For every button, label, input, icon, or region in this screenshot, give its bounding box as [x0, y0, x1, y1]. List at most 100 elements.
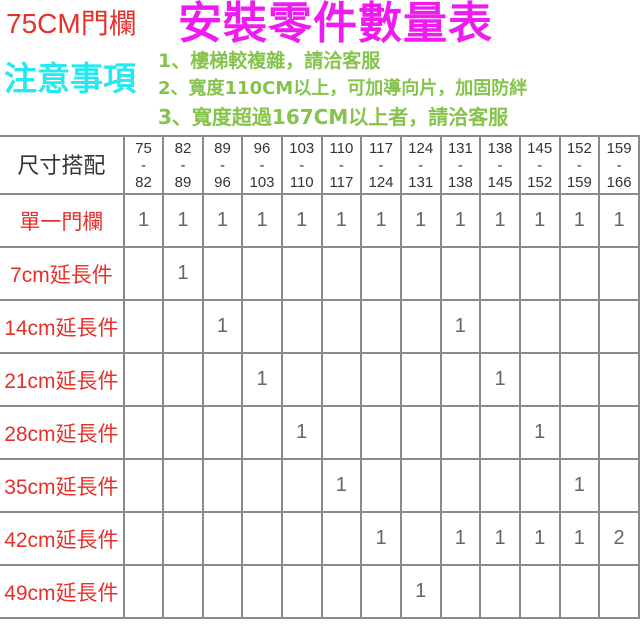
range-min: 131	[447, 139, 473, 157]
quantity-cell: 1	[598, 193, 640, 248]
quantity-cell	[201, 246, 244, 301]
quantity-cell: 2	[598, 511, 640, 566]
quantity-cell	[439, 458, 482, 513]
range-min: 159	[606, 139, 632, 157]
quantity-cell	[479, 564, 521, 619]
size-range-header: 138-145	[479, 135, 521, 195]
quantity-cell	[518, 564, 561, 619]
quantity-cell	[162, 564, 204, 619]
quantity-cell	[122, 246, 165, 301]
size-range-header: 75-82	[122, 135, 165, 195]
quantity-cell	[241, 405, 283, 460]
size-range-header: 145-152	[518, 135, 561, 195]
quantity-cell	[558, 352, 601, 407]
quantity-cell	[360, 352, 402, 407]
quantity-cell	[479, 299, 521, 354]
range-max: 166	[606, 173, 632, 191]
quantity-cell	[399, 511, 442, 566]
quantity-cell	[598, 405, 640, 460]
range-max: 138	[447, 173, 473, 191]
size-range-header: 131-138	[439, 135, 482, 195]
quantity-cell	[241, 564, 283, 619]
range-min: 117	[369, 139, 393, 157]
range-min: 82	[174, 139, 192, 157]
quantity-cell	[201, 458, 244, 513]
quantity-cell	[399, 352, 442, 407]
quantity-cell	[320, 299, 363, 354]
quantity-cell: 1	[241, 352, 283, 407]
range-max: 117	[329, 173, 354, 191]
quantity-cell: 1	[280, 405, 323, 460]
quantity-cell	[162, 458, 204, 513]
quantity-cell: 1	[280, 193, 323, 248]
size-range-header: 89-96	[201, 135, 244, 195]
table-row: 14cm延長件 1 1	[0, 299, 640, 354]
quantity-cell	[399, 405, 442, 460]
range-max: 96	[214, 173, 231, 191]
quantity-cell: 1	[360, 193, 402, 248]
range-min: 152	[566, 139, 592, 157]
range-max: 152	[527, 173, 553, 191]
range-min: 138	[487, 139, 513, 157]
range-min: 96	[253, 139, 271, 157]
quantity-cell	[518, 458, 561, 513]
quantity-cell	[122, 352, 165, 407]
quantity-cell	[280, 352, 323, 407]
quantity-cell	[479, 405, 521, 460]
quantity-cell	[439, 405, 482, 460]
quantity-cell	[598, 458, 640, 513]
quantity-cell	[320, 405, 363, 460]
row-label: 21cm延長件	[0, 352, 125, 407]
quantity-cell	[122, 511, 165, 566]
table-row: 單一門欄 1 1 1 1 1 1 1 1 1 1 1 1 1	[0, 193, 640, 248]
quantity-cell	[558, 564, 601, 619]
quantity-cell	[122, 405, 165, 460]
range-min: 103	[289, 139, 315, 157]
quantity-cell	[201, 405, 244, 460]
quantity-cell	[479, 458, 521, 513]
quantity-cell	[360, 405, 402, 460]
quantity-cell: 1	[439, 193, 482, 248]
quantity-cell	[201, 564, 244, 619]
quantity-cell: 1	[558, 193, 601, 248]
table-row: 21cm延長件 1 1	[0, 352, 640, 407]
quantity-cell	[439, 352, 482, 407]
quantity-cell: 1	[399, 193, 442, 248]
corner-header: 尺寸搭配	[0, 135, 125, 195]
table-header-row: 尺寸搭配 75-82 82-89 89-96 96-103 103-110 110-117 1…	[0, 135, 640, 195]
range-min: 145	[527, 139, 553, 157]
quantity-cell: 1	[320, 458, 363, 513]
quantity-cell: 1	[479, 193, 521, 248]
table-row: 35cm延長件 1 1	[0, 458, 640, 513]
quantity-cell	[479, 246, 521, 301]
quantity-cell	[558, 405, 601, 460]
range-max: 124	[368, 173, 394, 191]
table-row: 7cm延長件 1	[0, 246, 640, 301]
size-range-header: 117-124	[360, 135, 402, 195]
quantity-cell: 1	[479, 511, 521, 566]
quantity-cell	[162, 299, 204, 354]
row-label: 單一門欄	[0, 193, 125, 248]
table-row: 49cm延長件 1	[0, 564, 640, 619]
range-max: 82	[135, 173, 152, 191]
row-label: 35cm延長件	[0, 458, 125, 513]
quantity-cell	[360, 246, 402, 301]
range-min: 124	[408, 139, 434, 157]
quantity-cell	[598, 564, 640, 619]
note-2: 2、寬度110CM以上，可加導向片，加固防絆	[158, 78, 528, 99]
range-max: 89	[174, 173, 192, 191]
quantity-cell	[122, 458, 165, 513]
note-3: 3、寬度超過167CM以上者，請洽客服	[158, 105, 509, 129]
quantity-cell	[122, 299, 165, 354]
quantity-cell	[280, 511, 323, 566]
range-max: 103	[249, 173, 275, 191]
size-range-header: 124-131	[399, 135, 442, 195]
quantity-cell	[241, 299, 283, 354]
quantity-cell	[280, 299, 323, 354]
quantity-cell	[399, 458, 442, 513]
quantity-cell	[201, 511, 244, 566]
quantity-cell	[320, 352, 363, 407]
quantity-cell	[598, 299, 640, 354]
quantity-cell	[518, 352, 561, 407]
quantity-cell: 1	[558, 511, 601, 566]
